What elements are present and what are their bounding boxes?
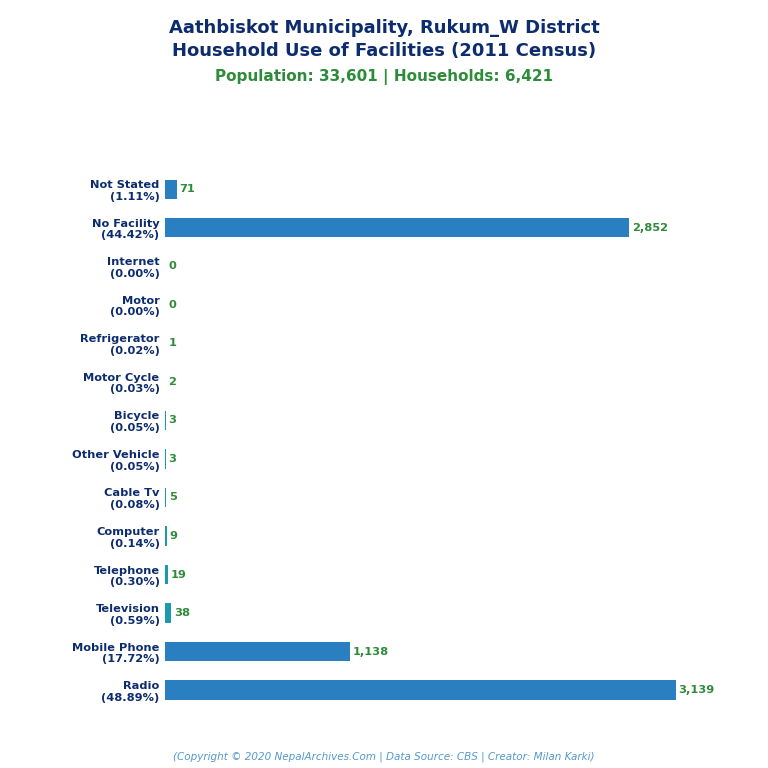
Bar (165, 680, 676, 700)
Text: 0: 0 (168, 261, 176, 271)
Bar (165, 180, 177, 199)
Text: 1,138: 1,138 (353, 647, 389, 657)
Text: 9: 9 (170, 531, 177, 541)
Text: 1: 1 (168, 339, 176, 349)
Text: 3: 3 (168, 454, 177, 464)
Text: 19: 19 (171, 570, 187, 580)
Text: Household Use of Facilities (2011 Census): Household Use of Facilities (2011 Census… (172, 42, 596, 60)
Text: 3,139: 3,139 (679, 685, 715, 695)
Text: 2,852: 2,852 (632, 223, 668, 233)
Bar (165, 642, 350, 661)
Text: Population: 33,601 | Households: 6,421: Population: 33,601 | Households: 6,421 (215, 69, 553, 85)
Bar (165, 526, 167, 545)
Bar (165, 218, 629, 237)
Text: 71: 71 (180, 184, 195, 194)
Text: Aathbiskot Municipality, Rukum_W District: Aathbiskot Municipality, Rukum_W Distric… (169, 19, 599, 37)
Text: 5: 5 (169, 492, 177, 502)
Bar (165, 604, 171, 623)
Text: 0: 0 (168, 300, 176, 310)
Bar (165, 488, 166, 507)
Text: 2: 2 (168, 377, 176, 387)
Text: (Copyright © 2020 NepalArchives.Com | Data Source: CBS | Creator: Milan Karki): (Copyright © 2020 NepalArchives.Com | Da… (174, 751, 594, 762)
Text: 3: 3 (168, 415, 177, 425)
Text: 38: 38 (174, 608, 190, 618)
Bar (165, 565, 168, 584)
